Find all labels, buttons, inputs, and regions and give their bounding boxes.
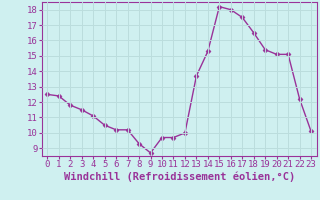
X-axis label: Windchill (Refroidissement éolien,°C): Windchill (Refroidissement éolien,°C) (64, 172, 295, 182)
